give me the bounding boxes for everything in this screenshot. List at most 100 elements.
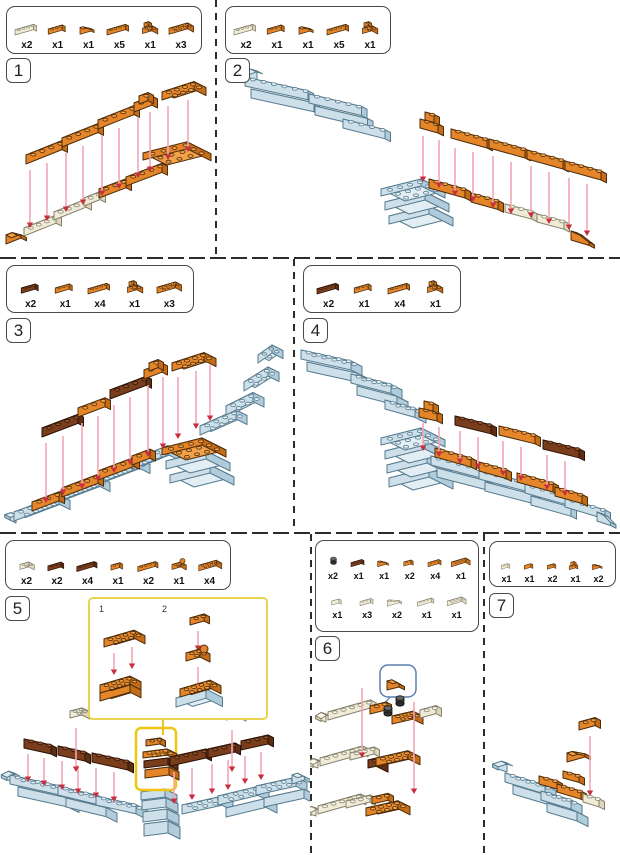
orange-corner-brick-icon [126, 279, 143, 293]
part-quantity-label: x4 [203, 575, 216, 587]
part-item: x1 [293, 15, 323, 52]
step-2-parts-box: x2 x1 x1 x5 x1 [225, 6, 391, 54]
brown-1x3-brick-icon [20, 283, 39, 294]
orange-1x4-brick-icon [326, 23, 349, 35]
step-5-number-badge: 5 [5, 596, 30, 621]
part-item: x5 [104, 15, 134, 52]
part-item: x1 [445, 591, 468, 620]
part-item: x1 [74, 15, 104, 52]
part-quantity-label: x5 [113, 39, 125, 51]
step-6-parts-row-1: x2 x1 x1 x2 x4 x1 [319, 552, 475, 581]
orange-1x3-brick-icon [266, 24, 285, 35]
part-quantity-label: x2 [328, 571, 339, 582]
vertical-dashed-divider [293, 259, 295, 532]
part-quantity-label: x1 [112, 575, 124, 587]
cream-1x2-brick-icon [500, 563, 511, 570]
part-quantity-label: x4 [94, 298, 106, 310]
part-quantity-label: x2 [142, 575, 155, 587]
part-item: x2 [314, 274, 344, 311]
part-quantity-label: x2 [391, 609, 402, 620]
part-item: x2 [43, 553, 71, 588]
part-item: x2 [231, 15, 261, 52]
step-number-label: 3 [13, 320, 24, 340]
orange-1x3-brick-icon [55, 283, 73, 294]
part-item: x1 [104, 553, 132, 588]
orange-1x4-brick-icon [136, 560, 158, 572]
step-6-section: x2 x1 x1 x2 x4 x1 x1 x3 x2 x1 x1 6 [310, 532, 483, 855]
orange-corner-knob-brick-icon [171, 557, 187, 570]
step-5-inset-illustration [99, 613, 223, 708]
part-item: x2 [588, 556, 609, 584]
vertical-dashed-divider [483, 534, 485, 855]
part-quantity-label: x1 [302, 39, 314, 51]
cream-2x4-brick-icon [447, 596, 467, 606]
part-quantity-label: x1 [379, 571, 390, 582]
part-item: x2 [398, 552, 421, 581]
orange-1x3-brick-icon [354, 283, 372, 294]
cream-2x2-brick-icon [19, 561, 35, 570]
step-number-label: 2 [232, 60, 243, 80]
step-number-label: 1 [13, 60, 24, 80]
part-quantity-label: x5 [333, 39, 345, 51]
orange-slope-brick-icon [79, 25, 95, 35]
step-1-parts-box: x2 x1 x1 x5 x1 x3 [6, 6, 202, 54]
orange-1x3-brick-icon [47, 24, 66, 35]
part-item: x2 [12, 15, 42, 52]
step-3-parts-box: x2 x1 x4 x1 x3 [6, 265, 194, 313]
brown-1x3-brick-icon [350, 559, 365, 568]
orange-1x2-brick-icon [546, 563, 557, 570]
part-item: x4 [196, 553, 224, 588]
cream-tile-1x2-brick-icon [331, 598, 342, 605]
orange-corner-stack-brick-icon [568, 560, 579, 570]
part-quantity-label: x4 [394, 298, 406, 310]
step-6-parts-row-2: x1 x3 x2 x1 x1 [319, 591, 475, 620]
orange-2x4-brick-icon [451, 557, 471, 568]
part-quantity-label: x3 [362, 609, 373, 620]
part-item: x1 [43, 15, 73, 52]
vertical-dashed-divider [310, 534, 312, 855]
part-quantity-label: x1 [129, 298, 141, 310]
part-item: x2 [13, 553, 41, 588]
step-1-number-badge: 1 [6, 58, 31, 83]
part-item: x1 [415, 591, 438, 620]
substep-2-label: 2 [162, 604, 168, 614]
step-3-assembly-illustration [4, 344, 284, 524]
cream-1x4-brick-icon [233, 23, 256, 35]
part-item: x1 [565, 556, 586, 584]
step-3-number-badge: 3 [6, 318, 31, 343]
part-item: x1 [347, 552, 370, 581]
step-4-number-badge: 4 [303, 318, 328, 343]
step-4-section: x2 x1 x4 x1 4 [293, 259, 620, 532]
step-6-assembly-illustration [310, 664, 442, 817]
brown-1x4-brick-icon [316, 282, 339, 294]
part-item: x3 [166, 15, 196, 52]
step-number-label: 4 [310, 320, 321, 340]
part-item: x1 [262, 15, 292, 52]
orange-1x4-brick-icon [387, 282, 410, 294]
step-2-number-badge: 2 [225, 58, 250, 83]
substep-1-label: 1 [99, 604, 105, 614]
step-4-assembly-illustration [300, 325, 617, 529]
part-quantity-label: x2 [51, 575, 63, 587]
part-quantity-label: x1 [173, 575, 185, 587]
part-quantity-label: x1 [570, 573, 581, 584]
step-3-section: x2 x1 x4 x1 x3 3 [0, 259, 293, 532]
orange-slope-brick-icon [377, 560, 389, 568]
part-quantity-label: x2 [593, 573, 604, 584]
part-quantity-label: x2 [25, 298, 37, 310]
step-5-section: x2 x2 x4 x1 x2 x1 x4 5 1 2 [0, 532, 310, 855]
part-item: x1 [420, 274, 450, 311]
part-quantity-label: x1 [271, 39, 283, 51]
part-quantity-label: x2 [21, 39, 33, 51]
part-item: x4 [385, 274, 415, 311]
part-item: x1 [449, 552, 472, 581]
part-quantity-label: x1 [451, 609, 462, 620]
orange-1x3-brick-icon [427, 559, 442, 568]
horizontal-dashed-divider [0, 532, 620, 534]
part-item: x4 [74, 553, 102, 588]
part-quantity-label: x4 [430, 571, 441, 582]
part-item: x2 [385, 591, 408, 620]
part-quantity-label: x1 [421, 609, 432, 620]
part-item: x1 [349, 274, 379, 311]
part-item: x1 [50, 274, 80, 311]
